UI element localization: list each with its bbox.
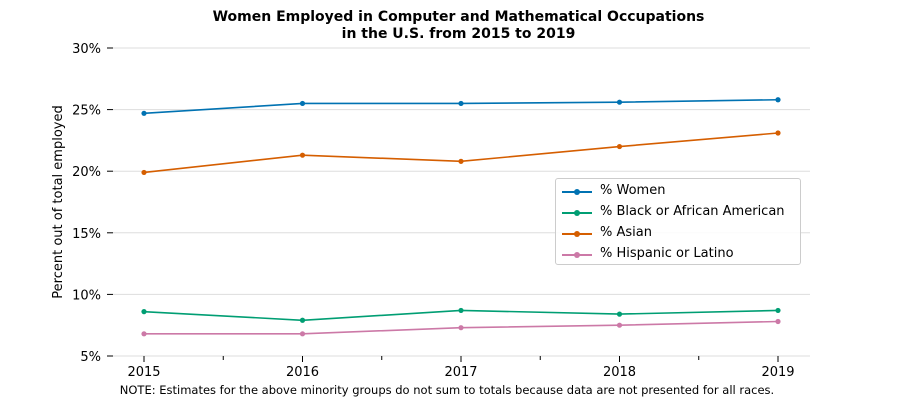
y-axis: 5% 10% 15% 20% 25% 30% [72,42,113,365]
data-point [458,307,464,314]
series-lines [141,97,781,337]
footnote: NOTE: Estimates for the above minority g… [119,383,775,397]
legend-marker [574,189,580,195]
y-axis-label: Percent out of total employed [51,105,66,298]
legend-marker [574,210,580,216]
x-tick-label: 2017 [444,365,477,380]
legend-item: % Women [556,182,802,202]
legend-item: % Hispanic or Latino [556,245,802,265]
data-point [616,311,623,317]
legend-label: % Women [600,183,666,198]
y-tick-label: 15% [72,227,101,242]
chart-title-line-2: in the U.S. from 2015 to 2019 [341,26,576,42]
data-point [299,331,306,337]
data-point [616,322,623,328]
data-point [775,130,781,136]
series-line [143,132,779,174]
data-point [458,100,464,107]
data-point [299,317,306,323]
data-point [141,331,147,337]
x-tick-label: 2016 [286,365,319,380]
data-point [141,169,147,176]
chart-title-line-1: Women Employed in Computer and Mathemati… [212,9,705,25]
legend-marker [574,231,580,237]
x-tick-label: 2019 [761,365,794,380]
y-tick-label: 5% [80,350,101,365]
series-group [141,307,781,323]
series-group [141,97,781,116]
data-point [141,309,147,315]
legend-item: % Asian [556,224,802,244]
data-point [299,100,306,107]
y-tick-label: 25% [72,104,101,119]
series-group [141,318,781,337]
data-point [775,318,781,325]
data-point [775,97,781,103]
data-point [458,158,464,164]
data-point [616,99,623,105]
data-point [775,307,781,314]
legend-label: % Black or African American [600,204,785,219]
data-point [616,143,623,150]
legend: % Women % Black or African American % As… [555,178,801,265]
y-tick-label: 30% [72,42,101,57]
chart-title: Women Employed in Computer and Mathemati… [0,9,900,43]
y-tick-label: 10% [72,288,101,303]
legend-item: % Black or African American [556,203,802,223]
data-point [299,152,306,158]
x-tick-label: 2015 [127,365,160,380]
series-group [141,130,781,176]
y-tick-label: 20% [72,165,101,180]
legend-label: % Asian [600,225,652,240]
x-tick-label: 2018 [603,365,636,380]
legend-marker [574,252,580,258]
legend-label: % Hispanic or Latino [600,246,734,261]
data-point [458,325,464,331]
data-point [141,110,147,116]
x-axis: 2015 2016 2017 2018 2019 [127,356,795,380]
